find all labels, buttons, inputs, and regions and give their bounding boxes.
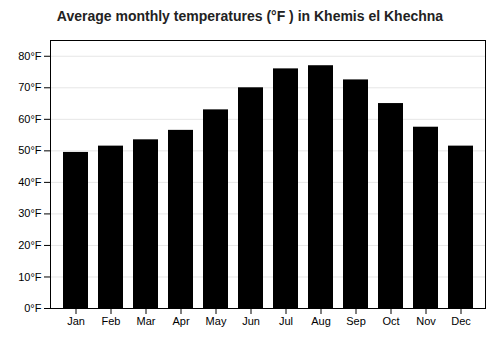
svg-text:Aug: Aug <box>311 315 331 327</box>
svg-text:20°F: 20°F <box>18 239 42 251</box>
svg-text:50°F: 50°F <box>18 144 42 156</box>
svg-text:30°F: 30°F <box>18 207 42 219</box>
svg-text:Jan: Jan <box>67 315 85 327</box>
svg-text:Jun: Jun <box>242 315 260 327</box>
svg-text:Oct: Oct <box>382 315 399 327</box>
svg-text:0°F: 0°F <box>24 302 42 314</box>
svg-text:40°F: 40°F <box>18 176 42 188</box>
svg-text:Mar: Mar <box>137 315 156 327</box>
svg-text:60°F: 60°F <box>18 113 42 125</box>
svg-text:Feb: Feb <box>102 315 121 327</box>
svg-text:May: May <box>206 315 227 327</box>
html-text:Average monthly temperatures (: Average monthly temperatures (°F ) in Kh… <box>56 8 444 24</box>
svg-text:Jul: Jul <box>279 315 293 327</box>
svg-text:Sep: Sep <box>346 315 366 327</box>
svg-text:10°F: 10°F <box>18 270 42 282</box>
svg-text:Nov: Nov <box>416 315 436 327</box>
svg-text:Apr: Apr <box>172 315 189 327</box>
svg-text:Dec: Dec <box>451 315 471 327</box>
svg-text:70°F: 70°F <box>18 81 42 93</box>
svg-text:80°F: 80°F <box>18 50 42 62</box>
